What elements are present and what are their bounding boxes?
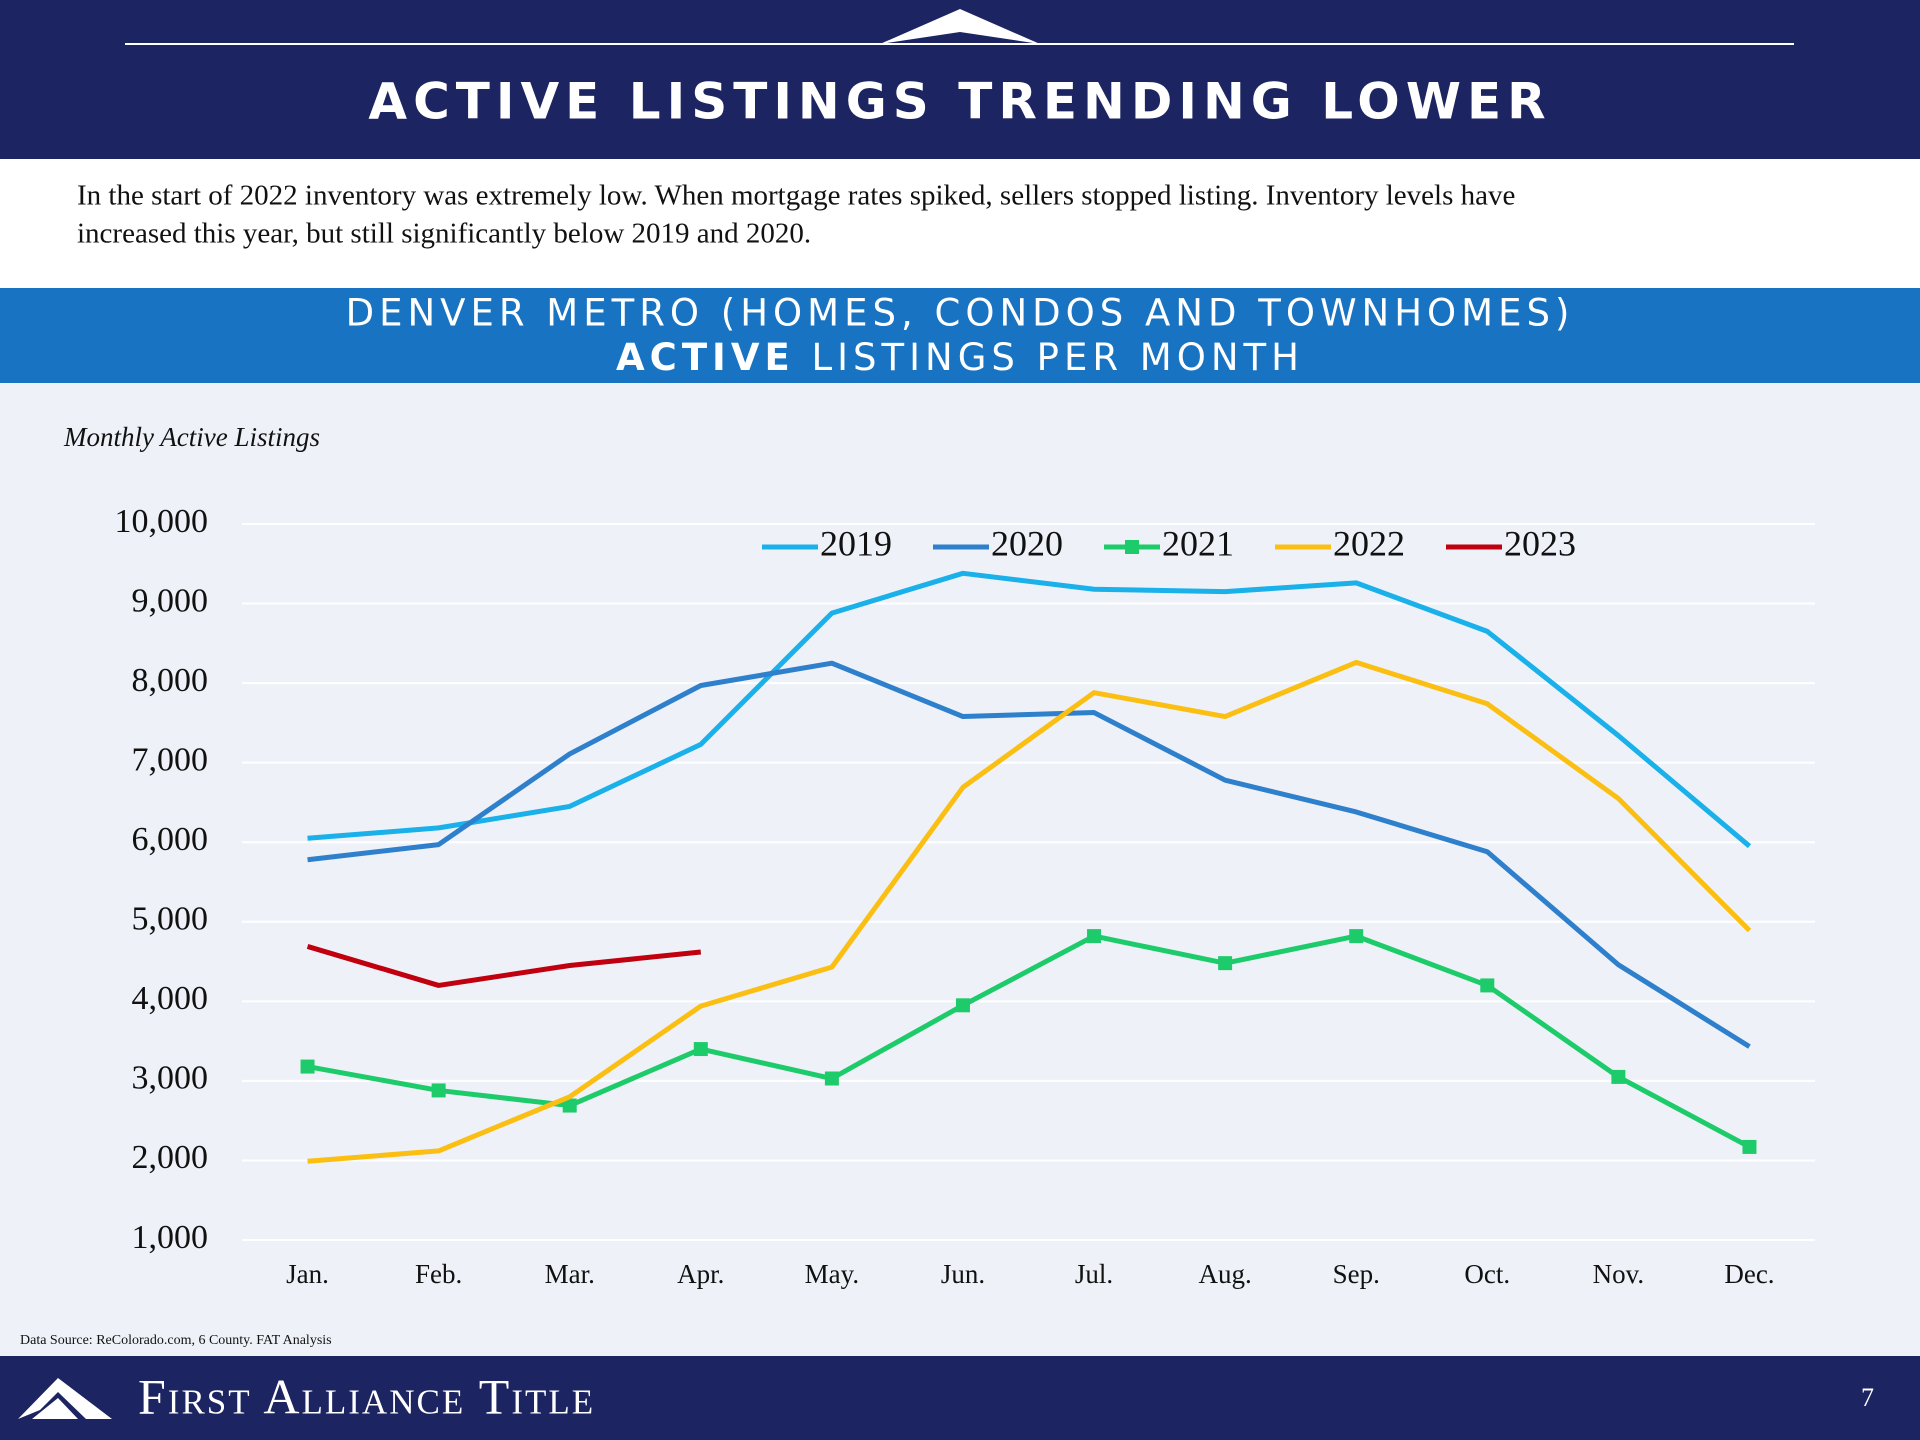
marker (1349, 929, 1364, 944)
marker (1480, 978, 1495, 993)
data-source: Data Source: ReColorado.com, 6 County. F… (20, 1333, 332, 1348)
legend-label: 2023 (1504, 523, 1576, 563)
x-tick-label: Dec. (1724, 1259, 1774, 1289)
legend-label: 2019 (820, 523, 892, 563)
series-line (307, 660, 1751, 1049)
legend-label: 2020 (991, 523, 1063, 563)
y-tick-label: 6,000 (132, 821, 209, 858)
banner-rest: LISTINGS PER MONTH (812, 336, 1304, 379)
banner-line: DENVER METRO (HOMES, CONDOS AND TOWNHOME… (346, 292, 1575, 335)
x-tick-label: Apr. (677, 1259, 724, 1289)
marker (824, 1071, 839, 1086)
x-tick-label: Jun. (941, 1259, 985, 1289)
x-tick-label: Sep. (1333, 1259, 1380, 1289)
y-tick-label: 10,000 (115, 503, 209, 540)
banner-band (0, 288, 1920, 383)
logo-icon (18, 1378, 112, 1419)
x-tick-label: Jan. (286, 1259, 329, 1289)
y-tick-label: 9,000 (132, 582, 209, 619)
y-tick-label: 5,000 (132, 901, 209, 938)
marker (562, 1098, 577, 1113)
y-tick-label: 4,000 (132, 980, 209, 1017)
x-tick-label: Nov. (1593, 1259, 1645, 1289)
legend-label: 2021 (1162, 523, 1234, 563)
marker (1087, 929, 1102, 944)
slide-title: ACTIVE LISTINGS TRENDING LOWER (368, 73, 1551, 131)
marker (1611, 1069, 1626, 1084)
marker (1218, 956, 1233, 971)
marker (955, 998, 970, 1013)
x-tick-label: Jul. (1075, 1259, 1113, 1289)
x-tick-label: Feb. (415, 1259, 462, 1289)
roof-icon (880, 9, 1040, 44)
marker (431, 1083, 446, 1098)
legend-label: 2022 (1333, 523, 1405, 563)
intro-band (0, 159, 1920, 288)
series-line (307, 933, 1751, 1150)
plot: 1,000 2,000 3,000 4,000 5,000 6,000 7,000 8,000… (115, 503, 1815, 1289)
series-line (307, 659, 1752, 1164)
footer-band (0, 1356, 1920, 1440)
y-tick-label: 7,000 (132, 741, 209, 778)
x-tick-label: May. (805, 1259, 860, 1289)
page-number: 7 (1861, 1383, 1874, 1412)
brand-name: First Alliance Title (138, 1368, 595, 1424)
y-tick-label: 2,000 (132, 1139, 209, 1176)
y-axis-label: Monthly Active Listings (63, 422, 320, 452)
x-tick-label: Aug. (1199, 1259, 1252, 1289)
banner-bold: ACTIVE (616, 336, 795, 379)
y-tick-label: 8,000 (132, 662, 209, 699)
legend-marker (1125, 540, 1139, 554)
marker (300, 1059, 315, 1074)
series-line (307, 570, 1752, 849)
chart-area (0, 383, 1920, 1356)
y-tick-label: 1,000 (132, 1219, 209, 1256)
x-tick-label: Oct. (1464, 1259, 1510, 1289)
marker (1742, 1139, 1757, 1154)
y-tick-label: 3,000 (132, 1060, 209, 1097)
intro-line: In the start of 2022 inventory was extre… (77, 180, 1515, 212)
banner-line: ACTIVE LISTINGS PER MONTH (616, 336, 1304, 379)
series-line (306, 944, 702, 988)
intro-line: increased this year, but still significa… (77, 218, 811, 250)
x-tick-label: Mar. (545, 1259, 595, 1289)
marker (693, 1042, 708, 1057)
